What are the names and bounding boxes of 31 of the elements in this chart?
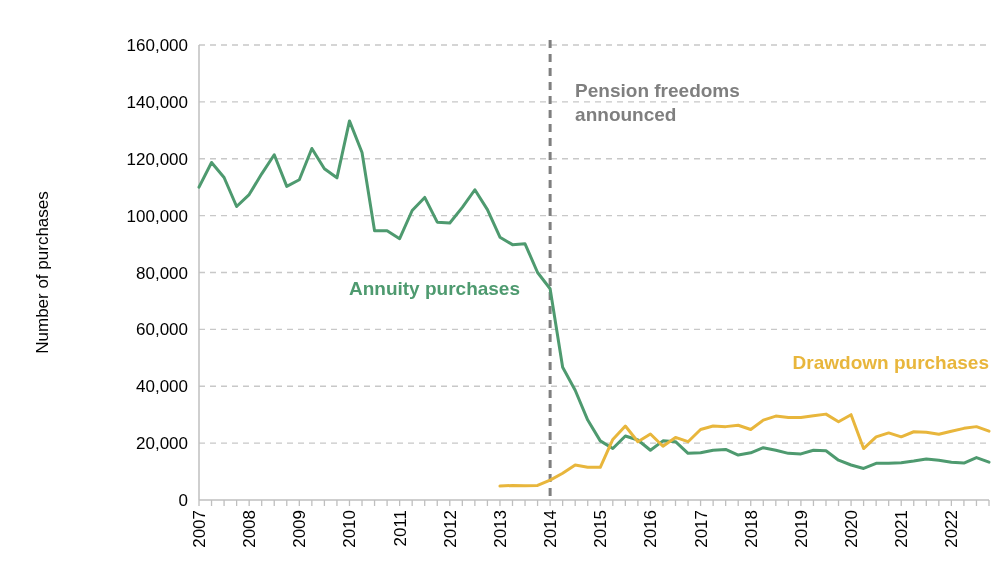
y-tick-label: 80,000 bbox=[136, 263, 188, 283]
series-label: Annuity purchases bbox=[348, 278, 521, 300]
y-tick-label: 100,000 bbox=[126, 206, 188, 226]
x-tick-label: 2021 bbox=[892, 510, 912, 548]
x-tick-label: 2013 bbox=[490, 510, 510, 548]
line-series bbox=[197, 119, 991, 470]
x-tick-label: 2022 bbox=[942, 510, 962, 548]
x-tick-label: 2008 bbox=[240, 510, 260, 548]
x-tick-label: 2007 bbox=[190, 510, 209, 548]
line-series bbox=[498, 412, 991, 488]
y-axis-title: Number of purchases bbox=[33, 191, 52, 354]
x-tick-label: 2017 bbox=[691, 510, 711, 548]
y-tick-label: 160,000 bbox=[126, 36, 188, 55]
y-tick-label: 60,000 bbox=[136, 320, 188, 340]
x-tick-label: 2015 bbox=[591, 510, 611, 548]
x-tick-label: 2011 bbox=[390, 510, 410, 547]
x-tick-label: 2016 bbox=[641, 510, 661, 548]
x-tick-label: 2020 bbox=[842, 510, 862, 548]
x-tick-label: 2014 bbox=[541, 510, 561, 548]
x-tick-label: 2010 bbox=[340, 510, 360, 548]
y-tick-label: 40,000 bbox=[136, 377, 188, 397]
ref-line-label: Pension freedoms announced bbox=[575, 80, 740, 125]
text: Drawdown purchases bbox=[792, 352, 989, 374]
y-tick-label: 120,000 bbox=[126, 149, 188, 169]
y-tick-label: 0 bbox=[178, 491, 188, 510]
x-tick-label: 2012 bbox=[440, 510, 460, 548]
x-tick-label: 2018 bbox=[741, 510, 761, 548]
x-tick-label: 2019 bbox=[791, 510, 811, 548]
x-tick-label: 2009 bbox=[290, 510, 310, 548]
y-tick-label: 140,000 bbox=[126, 92, 188, 112]
y-tick-label: 20,000 bbox=[136, 434, 188, 454]
